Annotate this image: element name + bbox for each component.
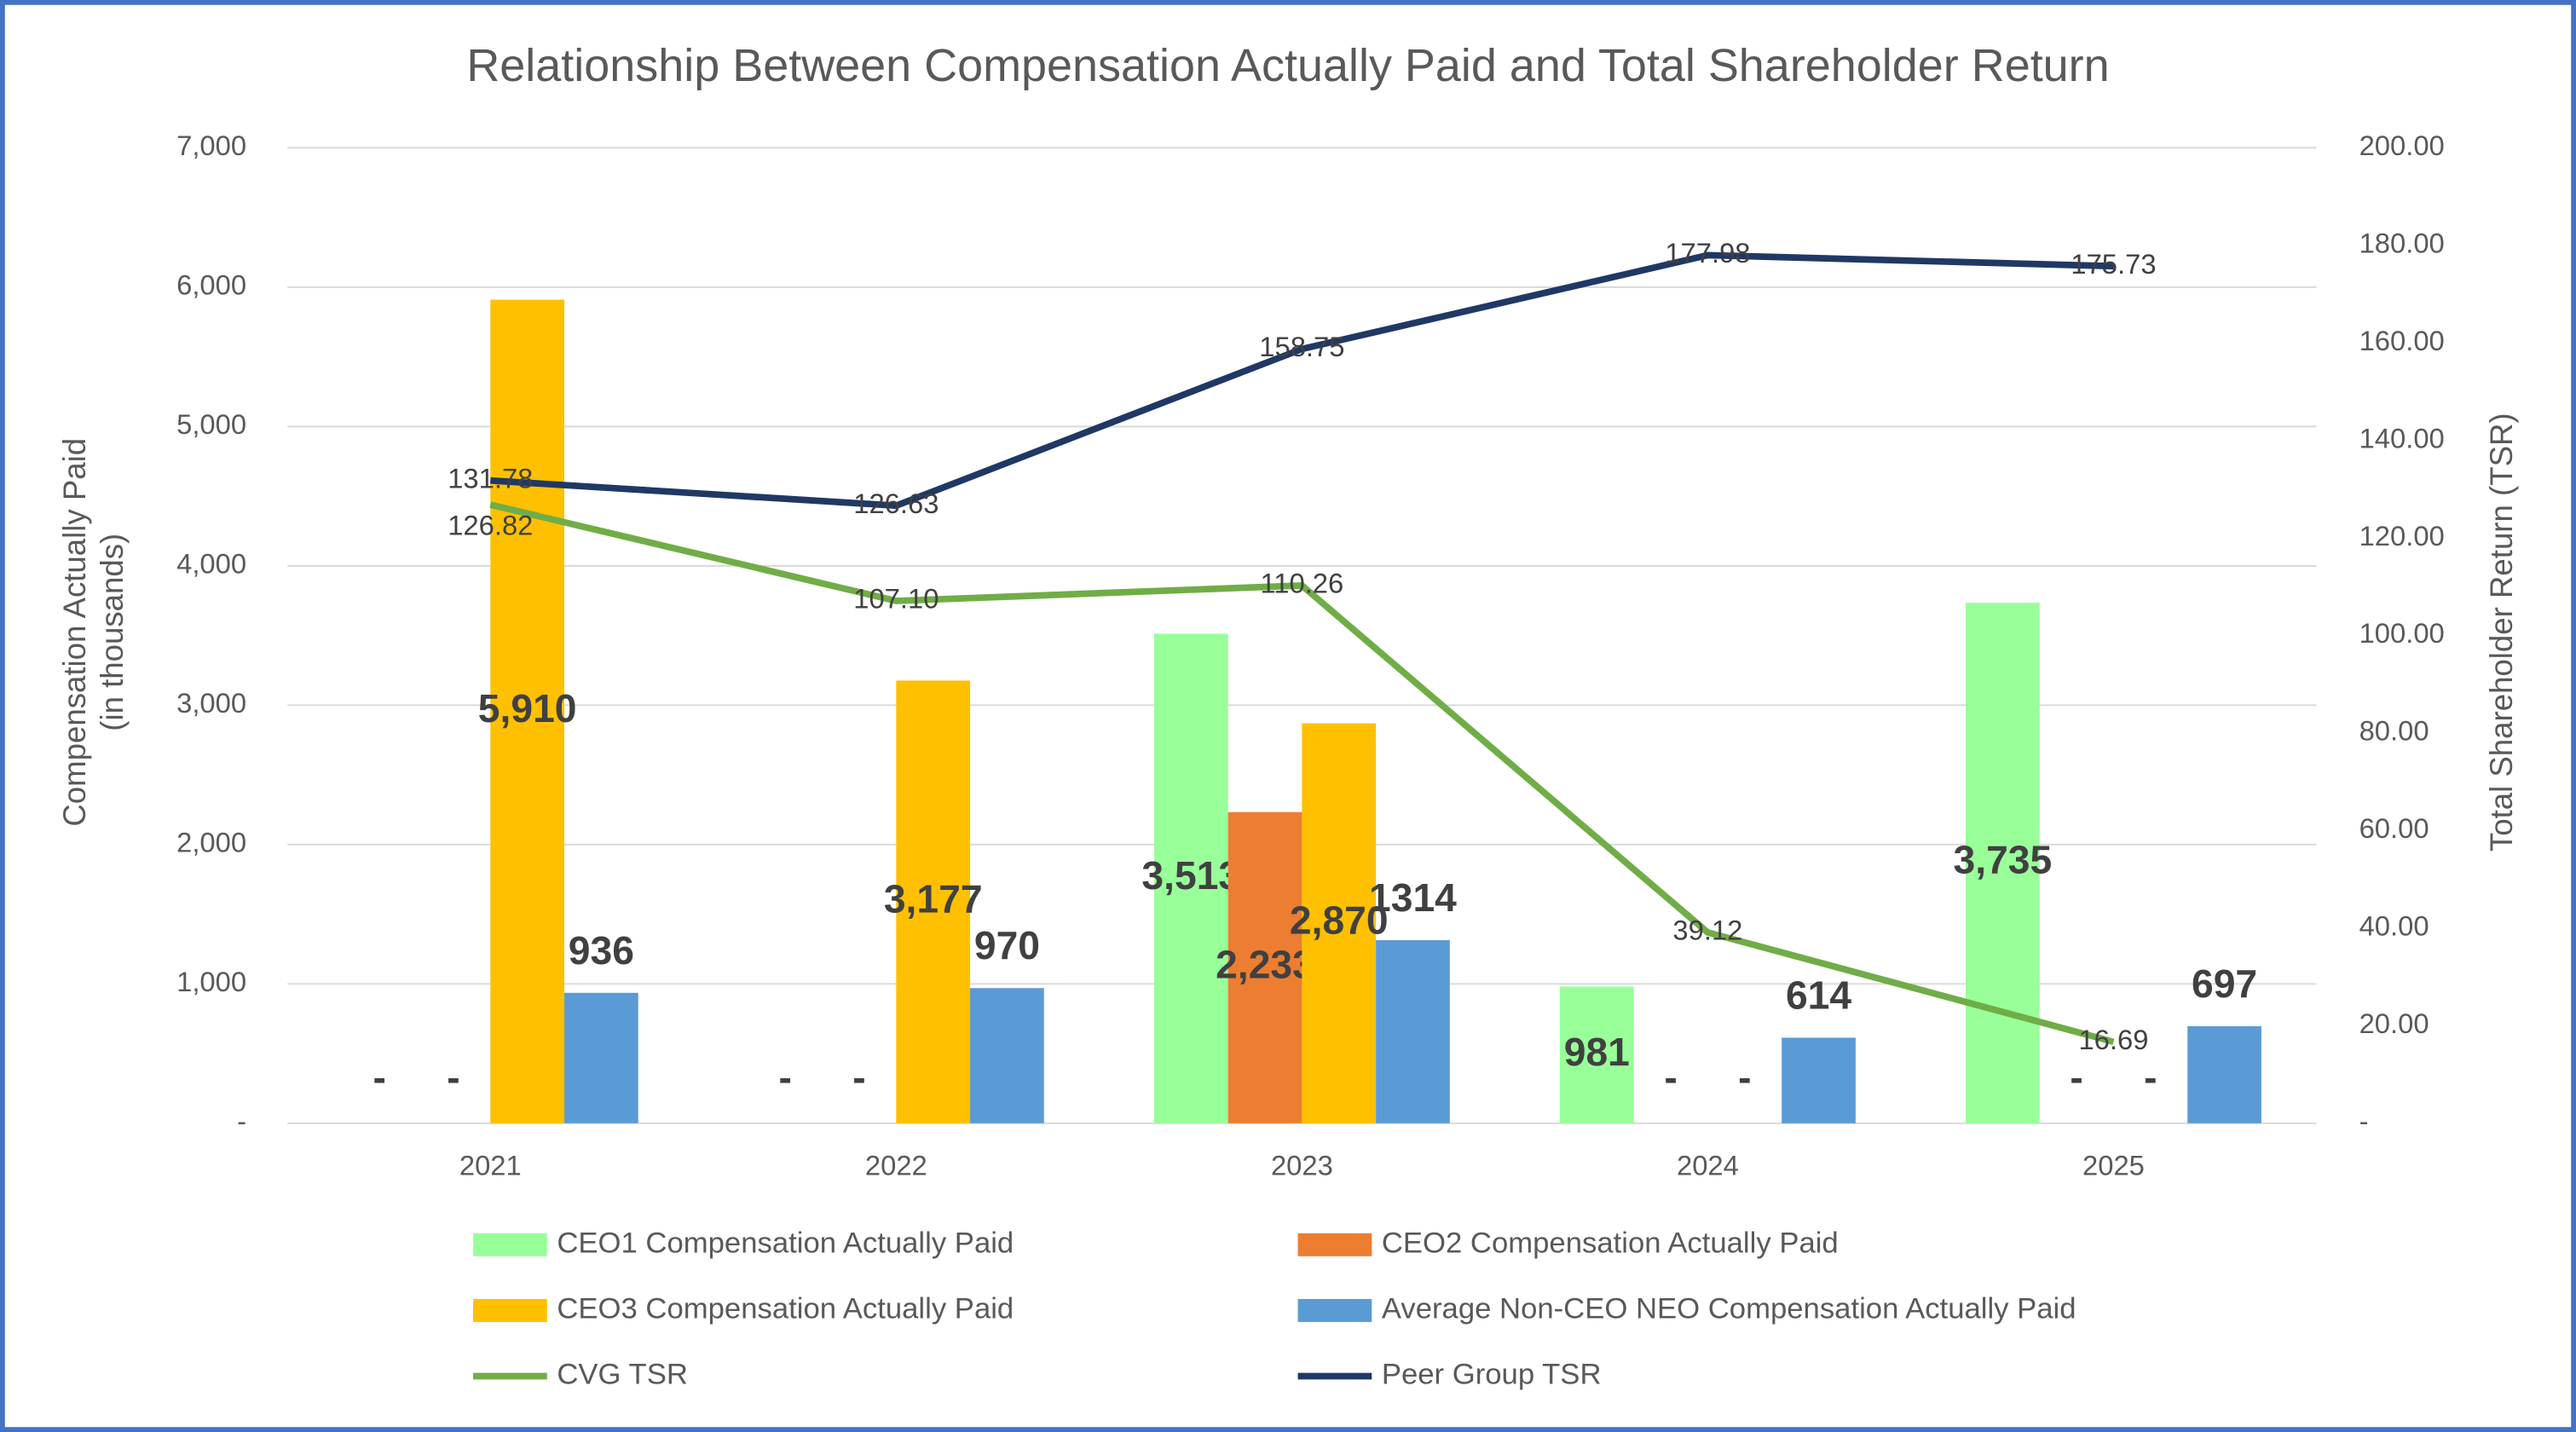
- line-label: 39.12: [1672, 915, 1742, 946]
- y2-axis-title: Total Shareholder Return (TSR): [2484, 413, 2519, 852]
- legend-label: CEO2 Compensation Actually Paid: [1382, 1227, 1839, 1260]
- data-label: 981: [1564, 1030, 1630, 1074]
- chart-title: Relationship Between Compensation Actual…: [466, 40, 2109, 91]
- y2-tick-label: 180.00: [2359, 227, 2445, 258]
- y-tick-label: 2,000: [176, 826, 246, 857]
- line-series: [490, 251, 2114, 510]
- data-label: -: [2070, 1055, 2082, 1100]
- legend-swatch: [473, 1298, 547, 1322]
- y2-tick-label: 20.00: [2359, 1008, 2429, 1039]
- line-series: [489, 501, 2115, 1046]
- y2-tick-label: 100.00: [2359, 617, 2445, 649]
- y-tick-label: 3,000: [176, 687, 246, 719]
- data-label: -: [852, 1055, 865, 1100]
- x-tick-label: 2025: [2082, 1149, 2145, 1181]
- legend-swatch: [1297, 1233, 1372, 1256]
- data-label: 3,735: [1954, 838, 2053, 882]
- line-label: 177.98: [1665, 237, 1750, 268]
- legend-label: CEO3 Compensation Actually Paid: [557, 1293, 1014, 1325]
- data-label: -: [373, 1055, 386, 1100]
- legend-swatch: [1297, 1298, 1372, 1322]
- data-label: -: [779, 1055, 792, 1100]
- legend-label: Peer Group TSR: [1382, 1359, 1602, 1391]
- y-tick-label: 1,000: [176, 966, 246, 997]
- line-label: 126.82: [448, 510, 533, 541]
- y2-tick-label: 140.00: [2359, 422, 2445, 453]
- data-label: 1314: [1369, 875, 1457, 920]
- bar: [896, 680, 971, 1123]
- legend-swatch: [473, 1233, 547, 1256]
- bar: [1376, 939, 1450, 1123]
- bar: [1782, 1037, 1856, 1123]
- line-label: 158.75: [1259, 331, 1344, 362]
- data-label: -: [1664, 1055, 1677, 1100]
- legend-label: CVG TSR: [557, 1359, 688, 1391]
- bar: [1966, 603, 2040, 1123]
- line-label: 110.26: [1260, 568, 1343, 599]
- y2-tick-label: 160.00: [2359, 325, 2445, 356]
- y-tick-label: 7,000: [176, 130, 246, 161]
- bar: [490, 299, 565, 1123]
- data-label: 970: [974, 923, 1040, 967]
- data-label: 3,177: [884, 876, 983, 921]
- data-label: -: [447, 1055, 459, 1100]
- data-label: 936: [569, 928, 634, 973]
- legend-label: Average Non-CEO NEO Compensation Actuall…: [1382, 1293, 2076, 1325]
- y2-tick-label: 80.00: [2359, 715, 2429, 747]
- line-label: 16.69: [2078, 1024, 2148, 1055]
- x-tick-label: 2023: [1271, 1149, 1333, 1181]
- x-tick-label: 2021: [459, 1149, 522, 1181]
- bar: [2187, 1025, 2261, 1123]
- y2-tick-label: 200.00: [2359, 130, 2445, 161]
- data-label: -: [2144, 1055, 2157, 1100]
- data-label: 2,233: [1216, 942, 1314, 986]
- data-label: 2,870: [1290, 898, 1389, 942]
- data-label: 697: [2192, 961, 2257, 1006]
- legend-label: CEO1 Compensation Actually Paid: [557, 1227, 1014, 1260]
- y-tick-label: -: [237, 1105, 246, 1136]
- data-label: 614: [1786, 973, 1851, 1017]
- bar: [564, 992, 638, 1123]
- y2-tick-label: -: [2359, 1105, 2369, 1136]
- y2-tick-label: 60.00: [2359, 812, 2429, 844]
- x-tick-label: 2022: [865, 1149, 927, 1181]
- line-label: 107.10: [853, 583, 939, 615]
- bar: [1227, 811, 1302, 1123]
- y-tick-label: 6,000: [176, 269, 246, 301]
- line-label: 131.78: [448, 462, 533, 494]
- y2-tick-label: 40.00: [2359, 910, 2429, 942]
- bar: [970, 988, 1044, 1123]
- line-label: 175.73: [2071, 248, 2156, 280]
- line-label: 126.63: [853, 488, 939, 519]
- bar: [1559, 986, 1634, 1123]
- data-label: 5,910: [478, 686, 577, 730]
- x-tick-label: 2024: [1677, 1149, 1739, 1181]
- y-tick-label: 5,000: [176, 408, 246, 440]
- y-tick-label: 4,000: [176, 548, 246, 580]
- y-axis-title: Compensation Actually Paid (in thousands): [56, 438, 129, 827]
- data-label: -: [1738, 1055, 1751, 1100]
- y2-tick-label: 120.00: [2359, 520, 2445, 551]
- bar: [1302, 723, 1377, 1123]
- bar: [1153, 633, 1228, 1123]
- data-label: 3,513: [1141, 853, 1240, 898]
